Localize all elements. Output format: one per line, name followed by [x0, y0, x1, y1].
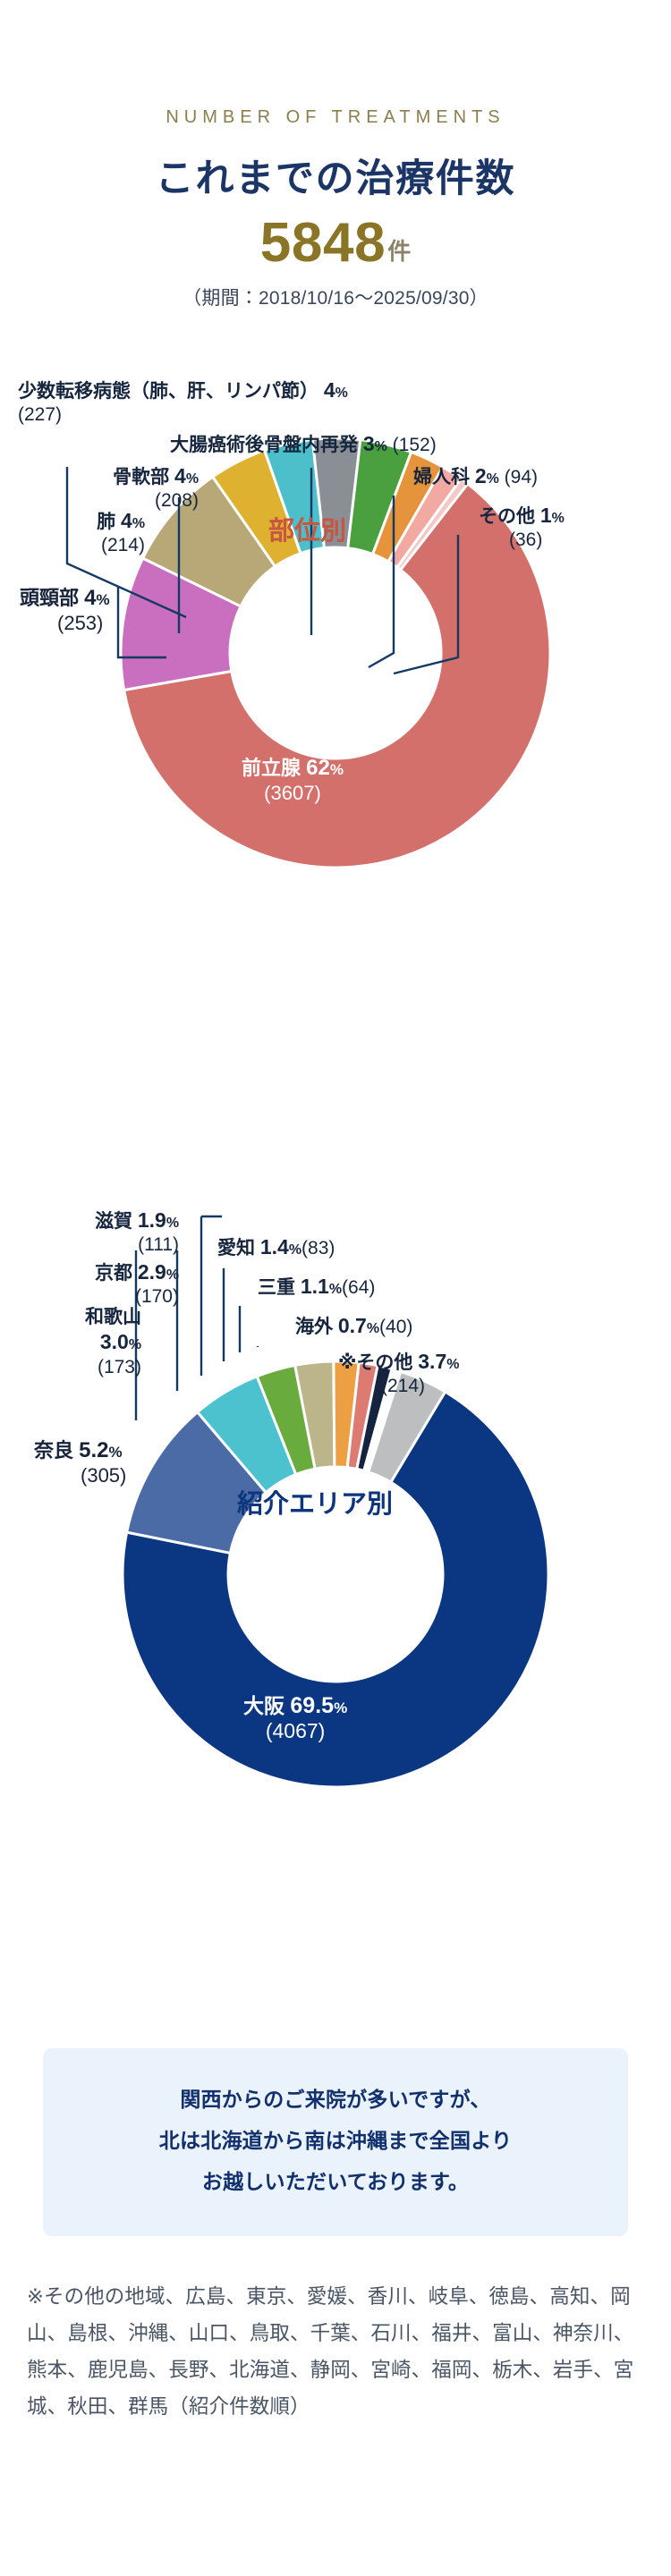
eyebrow-text: NUMBER OF TREATMENTS: [166, 107, 505, 127]
info-box: 関西からのご来院が多いですが、 北は北海道から南は沖縄まで全国より お越しいただ…: [43, 2048, 628, 2236]
leader-lines-1: [65, 467, 460, 675]
page-title: これまでの治療件数: [155, 157, 516, 200]
callout-滋賀: 滋賀 1.9% (111): [94, 1208, 179, 1255]
chart-referral-area-svg: [121, 1215, 550, 1789]
chart-body-part: 少数転移病態（肺、肝、リンパ節） 4% (227) 大腸癌術後骨盤内再発 3% …: [0, 349, 671, 975]
callout-少数転移病態: 少数転移病態（肺、肝、リンパ節） 4% (227): [18, 378, 348, 425]
slice-label-奈良: 奈良 5.2% (305): [34, 1438, 127, 1487]
callout-大腸癌術後骨盤内再発: 大腸癌術後骨盤内再発 3% (152): [170, 432, 437, 455]
slice-label-前立腺: 前立腺 62% (3607): [242, 756, 344, 804]
chart-body-part-svg: [65, 436, 552, 869]
callout-婦人科: 婦人科 2% (94): [413, 464, 539, 487]
slice-大阪: [121, 1389, 550, 1789]
total-count: 5848件: [0, 216, 671, 271]
callout-その他エリア: ※その他 3.7% (214): [338, 1350, 460, 1396]
slice-前立腺: [122, 481, 552, 869]
total-count-unit: 件: [387, 238, 412, 265]
callout-海外: 海外 0.7%(40): [295, 1314, 413, 1337]
donut-slices-1: [119, 436, 552, 869]
info-box-line-2: 北は北海道から南は沖縄まで全国より: [158, 2129, 513, 2152]
chart-center-label-1: 部位別: [268, 517, 347, 546]
callout-その他: その他 1% (36): [479, 504, 565, 550]
page-header: NUMBER OF TREATMENTS これまでの治療件数 5848件 （期間…: [0, 0, 671, 310]
callout-三重: 三重 1.1%(64): [258, 1275, 376, 1298]
callout-和歌山: 和歌山 3.0% (173): [85, 1307, 141, 1377]
callout-京都: 京都 2.9% (170): [94, 1260, 179, 1307]
callout-愛知: 愛知 1.4%(83): [217, 1235, 336, 1258]
callout-骨軟部: 骨軟部 4% (208): [113, 464, 199, 511]
slice-label-頭頸部: 頭頸部 4% (253): [20, 586, 110, 634]
total-count-number: 5848: [259, 212, 386, 274]
footnote-other-regions: ※その他の地域、広島、東京、愛媛、香川、岐阜、徳島、高知、岡山、島根、沖縄、山口…: [27, 2285, 634, 2418]
chart-referral-area: 滋賀 1.9% (111) 愛知 1.4%(83) 京都 2.9% (170) …: [0, 1199, 671, 1968]
callout-肺: 肺 4% (214): [97, 509, 145, 555]
slice-label-兵庫: 兵庫 10.6% (621): [43, 1494, 98, 1567]
slice-その他: [395, 477, 470, 572]
slice-label-肝臓: 肝臓 10% (587): [38, 705, 120, 753]
slice-label-膵臓: 膵臓 8% (470): [36, 644, 120, 692]
info-box-line-1: 関西からのご来院が多いですが、: [180, 2088, 491, 2111]
leader-lines-2: [134, 1215, 259, 1420]
slice-※その他: [366, 1369, 447, 1485]
slice-label-大阪: 大阪 69.5% (4067): [243, 1693, 348, 1742]
chart-center-label-2: 紹介エリア別: [237, 1490, 394, 1519]
period-range: （期間：2018/10/16〜2025/09/30）: [183, 288, 488, 309]
info-box-line-3: お越しいただいております。: [201, 2170, 470, 2193]
donut-slices-2: [121, 1360, 550, 1789]
